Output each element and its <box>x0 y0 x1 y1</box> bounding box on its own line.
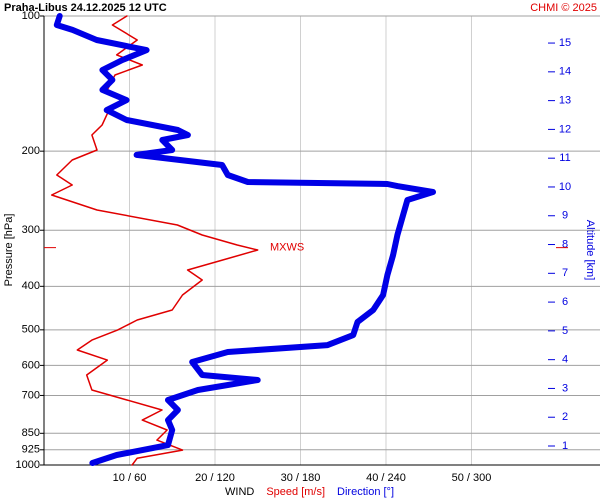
y2-tick-label: 5 <box>562 325 568 337</box>
y2-tick-label: 14 <box>559 66 571 78</box>
y-tick-label: 600 <box>22 359 40 371</box>
y-tick-label: 200 <box>22 145 40 157</box>
y2-tick-label: 1 <box>562 440 568 452</box>
y-tick-label: 925 <box>22 444 40 456</box>
y2-tick-label: 10 <box>559 181 571 193</box>
x-tick-label: 30 / 180 <box>281 472 321 484</box>
y2-tick-label: 11 <box>559 152 570 164</box>
annotation: MXWS <box>270 242 304 254</box>
y-tick-label: 100 <box>22 10 40 22</box>
chart-title: Praha-Libus 24.12.2025 12 UTC <box>4 2 167 14</box>
y2-tick-label: 15 <box>559 37 571 49</box>
y2-tick-label: 12 <box>559 123 571 135</box>
y-axis-label: Pressure [hPa] <box>3 214 15 287</box>
x-tick-label: 10 / 60 <box>113 472 147 484</box>
y2-axis-label: Altitude [km] <box>584 220 596 281</box>
y2-tick-label: 9 <box>562 210 568 222</box>
y-tick-label: 1000 <box>16 459 40 471</box>
x-axis-label: Speed [m/s] <box>266 486 325 498</box>
y2-tick-label: 3 <box>562 382 568 394</box>
y-tick-label: 300 <box>22 224 40 236</box>
y2-tick-label: 4 <box>562 354 568 366</box>
credit: CHMI © 2025 <box>530 2 597 14</box>
x-axis-label: WIND <box>225 486 254 498</box>
x-tick-label: 40 / 240 <box>366 472 406 484</box>
y2-tick-label: 7 <box>562 267 568 279</box>
y2-tick-label: 6 <box>562 296 568 308</box>
x-tick-label: 50 / 300 <box>452 472 492 484</box>
y-tick-label: 500 <box>22 324 40 336</box>
y2-tick-label: 13 <box>559 95 571 107</box>
series-line <box>53 13 436 466</box>
y-tick-label: 400 <box>22 280 40 292</box>
x-axis-label: Direction [°] <box>337 486 394 498</box>
y2-tick-label: 8 <box>562 238 568 250</box>
y-tick-label: 850 <box>22 427 40 439</box>
x-tick-label: 20 / 120 <box>195 472 235 484</box>
y2-tick-label: 2 <box>562 411 568 423</box>
y-tick-label: 700 <box>22 389 40 401</box>
